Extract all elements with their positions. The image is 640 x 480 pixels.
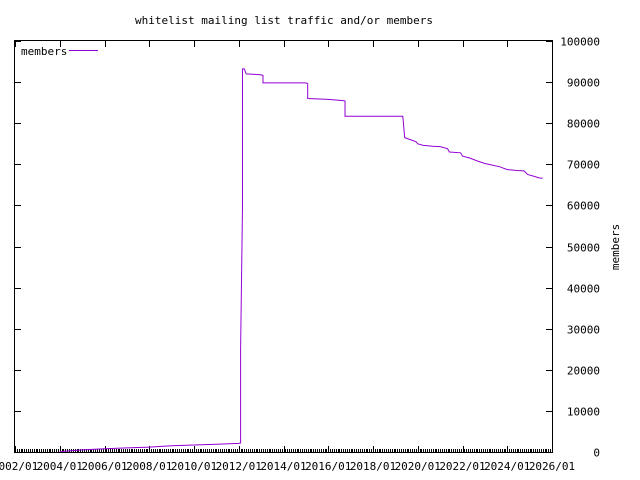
x-axis: 2002/012004/012006/012008/012010/012012/… [0, 41, 575, 473]
plot-area-border [14, 40, 553, 453]
y-tick-label: 50000 [567, 242, 600, 255]
x-tick-label: 2006/01 [81, 460, 127, 473]
y-tick-label: 70000 [567, 159, 600, 172]
y-axis-label: members [609, 224, 622, 270]
y-tick-label: 60000 [567, 200, 600, 213]
x-tick-label: 2004/01 [37, 460, 83, 473]
x-tick-label: 2026/01 [529, 460, 575, 473]
y-tick-label: 80000 [567, 118, 600, 131]
y-axis: 0 10000 20000 30000 40000 50000 60000 70000 8000… [15, 36, 600, 460]
x-tick-label: 2002/01 [0, 460, 38, 473]
members-series-line [59, 68, 543, 453]
x-tick-label: 2018/01 [350, 460, 396, 473]
y-tick-label: 90000 [567, 77, 600, 90]
y-tick-label: 20000 [567, 365, 600, 378]
y-tick-label: 40000 [567, 283, 600, 296]
x-tick-label: 2024/01 [484, 460, 530, 473]
x-tick-label: 2012/01 [216, 460, 262, 473]
x-tick-label: 2010/01 [171, 460, 217, 473]
y-tick-label: 10000 [567, 406, 600, 419]
chart-title: whitelist mailing list traffic and/or me… [135, 14, 433, 27]
y-tick-label: 0 [593, 447, 600, 460]
x-tick-label: 2020/01 [395, 460, 441, 473]
legend: members [21, 45, 98, 58]
x-tick-label: 2016/01 [305, 460, 351, 473]
x-tick-label: 2014/01 [260, 460, 306, 473]
x-tick-label: 2022/01 [439, 460, 485, 473]
x-tick-label: 2008/01 [126, 460, 172, 473]
legend-label-members: members [21, 45, 67, 58]
y-tick-label: 30000 [567, 324, 600, 337]
y-tick-label: 100000 [560, 36, 600, 49]
